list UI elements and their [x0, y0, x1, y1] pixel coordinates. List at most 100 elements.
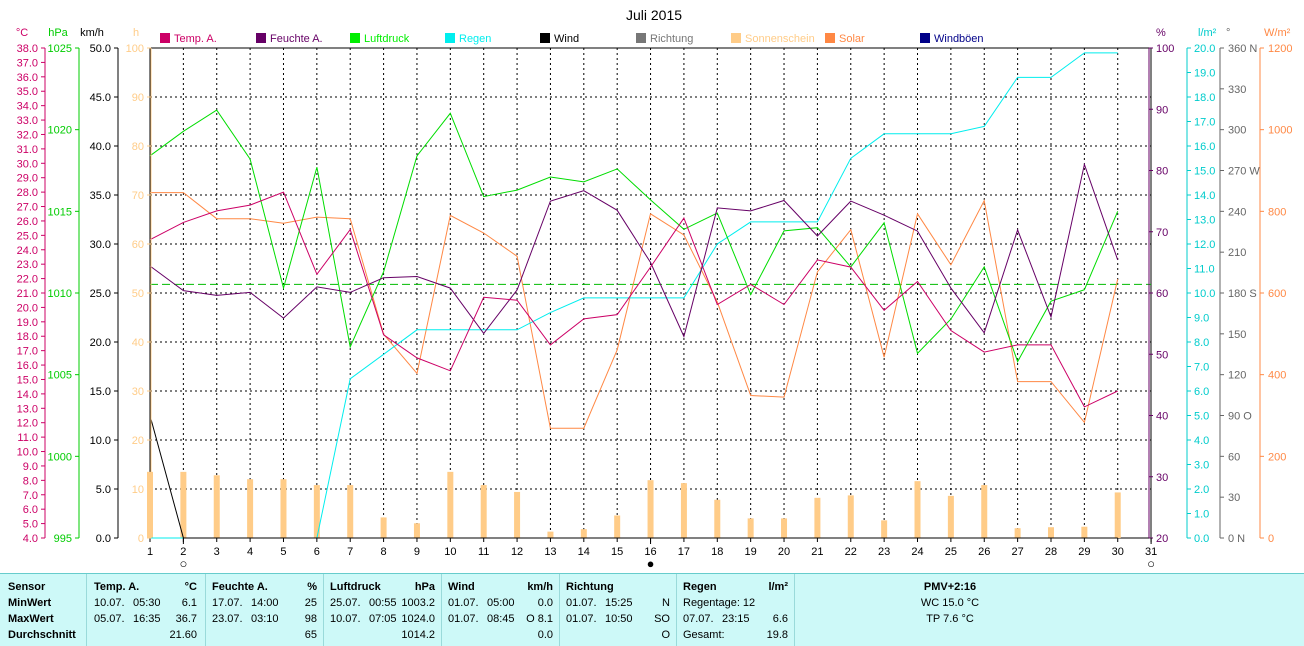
sun-tick-label: 100	[126, 43, 144, 55]
x-tick-label: 25	[945, 546, 957, 558]
legend-label: Windböen	[934, 33, 984, 45]
sunshine-bar	[781, 518, 788, 538]
sunshine-bar	[614, 515, 621, 538]
direction-min-value: N	[662, 597, 670, 609]
series-lines	[149, 52, 1151, 539]
x-tick-label: 7	[347, 546, 353, 558]
legend-label: Regen	[459, 33, 491, 45]
pressure-tick-label: 1005	[48, 370, 72, 382]
wind-tick-label: 50.0	[90, 43, 111, 55]
humidity-header: Feuchte A.	[212, 581, 268, 593]
wind-tick-label: 10.0	[90, 435, 111, 447]
wind-tick-label: 40.0	[90, 141, 111, 153]
pressure-line	[149, 109, 1119, 363]
temp-tick-label: 20.0	[17, 302, 38, 314]
humidity-min-date: 17.07.	[212, 597, 243, 609]
temp-tick-label: 34.0	[17, 101, 38, 113]
rain-max-time: 23:15	[722, 613, 750, 625]
sunshine-bar	[580, 529, 587, 538]
moon-marker: ●	[647, 556, 655, 571]
rain-max-date: 07.07.	[683, 613, 714, 625]
wind-min-value: 0.0	[537, 597, 553, 609]
temp-tick-label: 30.0	[17, 158, 38, 170]
direction-tick-label: 0 N	[1228, 533, 1245, 545]
humidity-tick-label: 30	[1156, 472, 1168, 484]
x-tick-label: 9	[414, 546, 420, 558]
temp-tick-label: 27.0	[17, 202, 38, 214]
stats-wind: Wind km/h 01.07. 05:00 0.0 01.07. 08:45 …	[442, 574, 560, 646]
rain-tick-label: 5.0	[1194, 411, 1209, 423]
temp-tick-label: 8.0	[23, 475, 38, 487]
temp-tick-label: 17.0	[17, 346, 38, 358]
sunshine-bar	[147, 471, 153, 538]
sunshine-bar	[947, 495, 954, 538]
avg-label: Durchschnitt	[8, 629, 76, 641]
rain-tick-label: 17.0	[1194, 117, 1215, 129]
temp-min-date: 10.07.	[94, 597, 125, 609]
legend-swatch	[256, 33, 266, 43]
rain-days: Regentage: 12	[683, 597, 756, 609]
x-tick-label: 12	[511, 546, 523, 558]
rain-tick-label: 10.0	[1194, 288, 1215, 300]
rain-tick-label: 4.0	[1194, 435, 1209, 447]
legend-swatch	[731, 33, 741, 43]
rain-total-value: 19.8	[766, 629, 788, 641]
temp-tick-label: 13.0	[17, 403, 38, 415]
temp-tick-label: 7.0	[23, 490, 38, 502]
x-tick-label: 3	[214, 546, 220, 558]
sunshine-bar	[313, 485, 320, 538]
temp-header: Temp. A.	[94, 581, 140, 593]
temp-tick-label: 18.0	[17, 331, 38, 343]
wind-max-date: 01.07.	[448, 613, 479, 625]
statistics-panel: Sensor MinWert MaxWert Durchschnitt Temp…	[0, 573, 1304, 646]
rain-tick-label: 2.0	[1194, 484, 1209, 496]
direction-tick-label: 210	[1228, 247, 1246, 259]
pressure-max-value: 1024.0	[401, 613, 435, 625]
solar-tick-label: 800	[1268, 206, 1286, 218]
temp-tick-label: 6.0	[23, 504, 38, 516]
solar-tick-label: 0	[1268, 533, 1274, 545]
stats-temp: Temp. A. °C 10.07. 05:30 6.1 05.07. 16:3…	[87, 574, 206, 646]
x-tick-label: 24	[911, 546, 923, 558]
sunshine-bar	[1081, 526, 1088, 538]
wind-tick-label: 15.0	[90, 386, 111, 398]
sunshine-bar	[714, 499, 721, 538]
x-tick-label: 22	[845, 546, 857, 558]
rain-unit: l/m²	[768, 581, 788, 593]
humidity-avg-value: 65	[304, 629, 317, 641]
direction-tick-label: 60	[1228, 451, 1240, 463]
direction-tick-label: 180 S	[1228, 288, 1257, 300]
temp-tick-label: 36.0	[17, 72, 38, 84]
x-tick-label: 27	[1011, 546, 1023, 558]
sun-tick-label: 60	[132, 239, 144, 251]
x-tick-label: 17	[678, 546, 690, 558]
sun-tick-label: 0	[138, 533, 144, 545]
rain-tick-label: 16.0	[1194, 141, 1215, 153]
temp-unit-label: °C	[16, 27, 28, 39]
direction-tick-label: 30	[1228, 492, 1240, 504]
x-tick-label: 29	[1078, 546, 1090, 558]
legend-label: Solar	[839, 33, 865, 45]
temp-tick-label: 28.0	[17, 187, 38, 199]
x-tick-label: 8	[381, 546, 387, 558]
sunshine-bar	[180, 471, 187, 538]
pressure-header: Luftdruck	[330, 581, 381, 593]
sun-tick-label: 30	[132, 386, 144, 398]
legend-label: Wind	[554, 33, 579, 45]
sunshine-bar	[914, 481, 921, 538]
solar-tick-label: 400	[1268, 370, 1286, 382]
temp-tick-label: 5.0	[23, 519, 38, 531]
solar-tick-label: 1200	[1268, 43, 1292, 55]
temp-tick-label: 25.0	[17, 230, 38, 242]
legend-label: Feuchte A.	[270, 33, 323, 45]
pressure-avg-value: 1014.2	[401, 629, 435, 641]
temp-max-value: 36.7	[175, 613, 197, 625]
temp-max-time: 16:35	[133, 613, 161, 625]
sunshine-bar	[647, 480, 654, 538]
rain-tick-label: 12.0	[1194, 239, 1215, 251]
rain-tick-label: 8.0	[1194, 337, 1209, 349]
wind-unit-label: km/h	[80, 27, 104, 39]
rain-tick-label: 13.0	[1194, 215, 1215, 227]
humidity-unit: %	[307, 581, 317, 593]
pressure-tick-label: 1020	[48, 125, 72, 137]
